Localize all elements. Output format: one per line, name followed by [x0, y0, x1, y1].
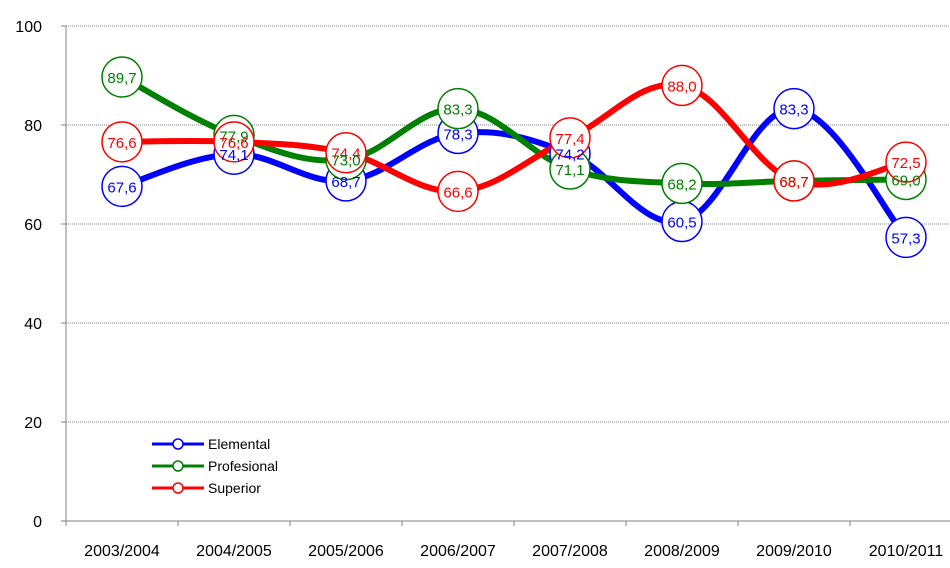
x-tick-label: 2008/2009 [644, 543, 720, 560]
series-markers [101, 56, 927, 259]
data-label-profesional: 89,7 [107, 70, 136, 87]
y-tick-label: 20 [24, 415, 42, 432]
data-label-elemental: 60,5 [667, 215, 696, 232]
data-label-superior: 76,6 [219, 135, 248, 152]
data-label-elemental: 78,3 [443, 126, 472, 143]
data-label-profesional: 83,3 [443, 102, 472, 119]
y-tick-label: 80 [24, 118, 42, 135]
gridlines [66, 25, 950, 423]
data-label-profesional: 68,7 [779, 174, 808, 191]
x-tick-label: 2006/2007 [420, 543, 496, 560]
legend-marker-superior [172, 482, 184, 494]
data-label-superior: 66,6 [443, 184, 472, 201]
data-label-elemental: 83,3 [779, 102, 808, 119]
data-point-superior [101, 121, 143, 163]
data-point-superior [437, 170, 479, 213]
data-label-profesional: 69,0 [891, 172, 920, 189]
y-tick-label: 0 [33, 514, 42, 531]
data-point-profesional [101, 56, 143, 98]
data-label-superior: 74,4 [331, 146, 360, 163]
data-label-elemental: 57,3 [891, 230, 920, 247]
x-tick-label: 2003/2004 [84, 543, 160, 560]
x-tick-label: 2005/2006 [308, 543, 384, 560]
data-label-elemental: 74,2 [555, 147, 584, 164]
y-tick-label: 40 [24, 316, 42, 333]
axes: 0 20 40 60 80 100 2003/2004 2004/2005 2005/2006 2… [15, 19, 950, 560]
data-point-elemental [101, 165, 143, 208]
legend-label-superior: Superior [208, 480, 261, 496]
data-label-profesional: 71,1 [555, 162, 584, 179]
data-label-elemental: 68,7 [331, 174, 360, 191]
legend-label-profesional: Profesional [208, 458, 278, 474]
data-label-profesional: 68,2 [667, 176, 696, 193]
x-tick-label: 2009/2010 [756, 543, 832, 560]
data-label-superior: 76,6 [107, 135, 136, 152]
data-point-profesional [661, 162, 703, 205]
x-tick-label: 2004/2005 [196, 543, 272, 560]
data-point-profesional [437, 87, 479, 130]
data-label-profesional: 77,9 [219, 128, 248, 145]
data-label-profesional: 73,0 [331, 153, 360, 170]
data-point-superior [773, 160, 815, 202]
legend-label-elemental: Elemental [208, 436, 270, 452]
data-label-elemental: 67,6 [107, 179, 136, 196]
data-labels: 67,6 74,1 68,7 78,3 74,2 60,5 83,3 57,3 89,7 77,9… [107, 70, 920, 247]
y-tick-label: 60 [24, 217, 42, 234]
data-point-superior [213, 121, 255, 163]
data-point-superior [325, 131, 367, 174]
data-point-superior [549, 117, 591, 159]
data-point-superior [661, 64, 703, 107]
legend: Elemental Profesional Superior [152, 436, 278, 496]
legend-marker-elemental [172, 438, 184, 450]
x-tick-label: 2007/2008 [532, 543, 608, 560]
legend-marker-profesional [172, 460, 184, 472]
data-point-elemental [885, 216, 927, 259]
data-point-elemental [773, 87, 815, 130]
data-label-superior: 77,4 [555, 131, 584, 148]
data-label-superior: 72,5 [891, 155, 920, 172]
y-tick-label: 100 [15, 19, 42, 36]
data-point-superior [885, 141, 927, 183]
data-label-superior: 88,0 [667, 78, 696, 95]
data-label-superior: 68,7 [779, 174, 808, 191]
data-label-elemental: 74,1 [219, 147, 248, 164]
x-tick-label: 2010/2011 [869, 543, 944, 560]
